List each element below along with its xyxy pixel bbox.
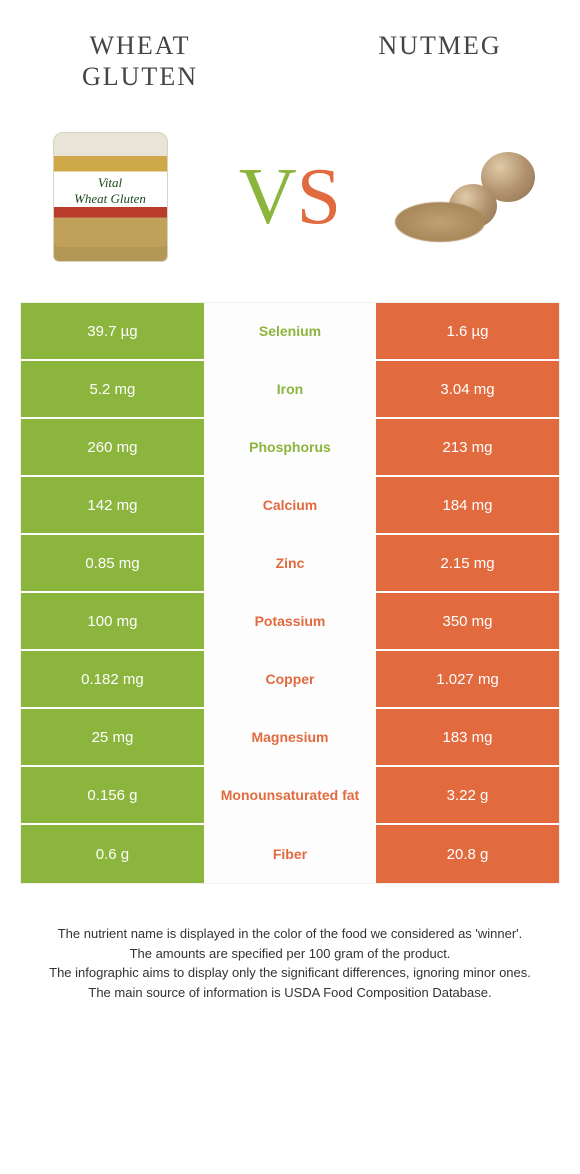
footer-notes: The nutrient name is displayed in the co… bbox=[0, 884, 580, 1002]
nutrient-name: Zinc bbox=[204, 535, 376, 591]
nutrient-name: Phosphorus bbox=[204, 419, 376, 475]
value-left: 25 mg bbox=[21, 709, 204, 765]
value-right: 1.027 mg bbox=[376, 651, 559, 707]
nutrient-name: Magnesium bbox=[204, 709, 376, 765]
value-right: 184 mg bbox=[376, 477, 559, 533]
value-right: 1.6 µg bbox=[376, 303, 559, 359]
food-title-left-line1: Wheat bbox=[90, 31, 191, 60]
food-title-right: Nutmeg bbox=[340, 30, 540, 92]
food-image-right bbox=[390, 127, 550, 267]
vs-row: VS bbox=[0, 102, 580, 302]
value-right: 183 mg bbox=[376, 709, 559, 765]
nutrient-name: Fiber bbox=[204, 825, 376, 883]
table-row: 260 mgPhosphorus213 mg bbox=[21, 419, 559, 477]
value-right: 350 mg bbox=[376, 593, 559, 649]
table-row: 0.156 gMonounsaturated fat3.22 g bbox=[21, 767, 559, 825]
value-left: 0.85 mg bbox=[21, 535, 204, 591]
nutrient-name: Calcium bbox=[204, 477, 376, 533]
nutrient-name: Copper bbox=[204, 651, 376, 707]
value-right: 213 mg bbox=[376, 419, 559, 475]
wheat-gluten-can-icon bbox=[53, 132, 168, 262]
table-row: 39.7 µgSelenium1.6 µg bbox=[21, 303, 559, 361]
table-row: 0.6 gFiber20.8 g bbox=[21, 825, 559, 883]
header: Wheat gluten Nutmeg bbox=[0, 0, 580, 102]
footer-line: The main source of information is USDA F… bbox=[30, 983, 550, 1003]
nutmeg-icon bbox=[395, 142, 545, 252]
footer-line: The infographic aims to display only the… bbox=[30, 963, 550, 983]
table-row: 5.2 mgIron3.04 mg bbox=[21, 361, 559, 419]
value-right: 20.8 g bbox=[376, 825, 559, 883]
food-image-left bbox=[30, 127, 190, 267]
value-right: 3.22 g bbox=[376, 767, 559, 823]
nutrient-name: Potassium bbox=[204, 593, 376, 649]
table-row: 100 mgPotassium350 mg bbox=[21, 593, 559, 651]
table-row: 25 mgMagnesium183 mg bbox=[21, 709, 559, 767]
value-left: 260 mg bbox=[21, 419, 204, 475]
comparison-table: 39.7 µgSelenium1.6 µg5.2 mgIron3.04 mg26… bbox=[20, 302, 560, 884]
value-left: 0.6 g bbox=[21, 825, 204, 883]
table-row: 142 mgCalcium184 mg bbox=[21, 477, 559, 535]
table-row: 0.85 mgZinc2.15 mg bbox=[21, 535, 559, 593]
value-right: 2.15 mg bbox=[376, 535, 559, 591]
value-left: 5.2 mg bbox=[21, 361, 204, 417]
vs-v: V bbox=[239, 153, 297, 241]
footer-line: The nutrient name is displayed in the co… bbox=[30, 924, 550, 944]
nutrient-name: Selenium bbox=[204, 303, 376, 359]
food-title-left-line2: gluten bbox=[82, 62, 198, 91]
table-row: 0.182 mgCopper1.027 mg bbox=[21, 651, 559, 709]
value-left: 0.182 mg bbox=[21, 651, 204, 707]
food-title-left: Wheat gluten bbox=[40, 30, 240, 92]
value-left: 100 mg bbox=[21, 593, 204, 649]
value-right: 3.04 mg bbox=[376, 361, 559, 417]
nutrient-name: Monounsaturated fat bbox=[204, 767, 376, 823]
value-left: 39.7 µg bbox=[21, 303, 204, 359]
vs-label: VS bbox=[239, 152, 341, 243]
vs-s: S bbox=[297, 153, 342, 241]
nutrient-name: Iron bbox=[204, 361, 376, 417]
value-left: 0.156 g bbox=[21, 767, 204, 823]
value-left: 142 mg bbox=[21, 477, 204, 533]
footer-line: The amounts are specified per 100 gram o… bbox=[30, 944, 550, 964]
